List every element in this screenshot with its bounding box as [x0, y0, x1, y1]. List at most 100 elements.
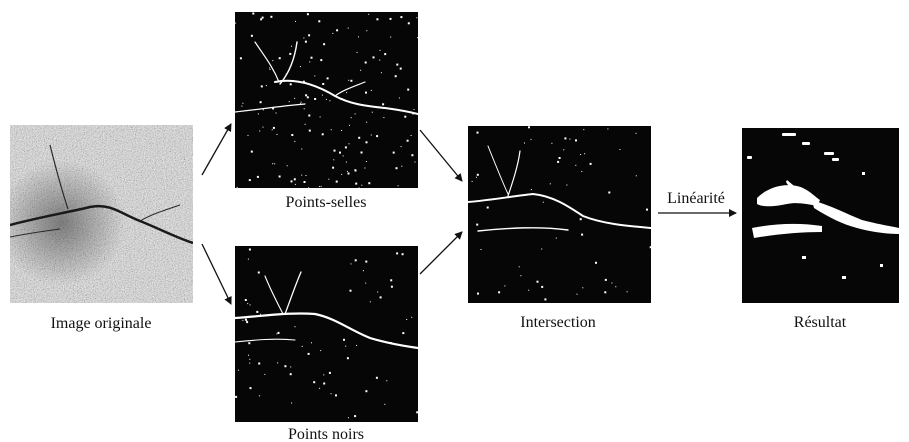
speckle — [305, 175, 307, 176]
speckle — [274, 163, 276, 165]
speckle — [541, 285, 544, 288]
speckle — [269, 69, 271, 70]
speckle — [244, 299, 247, 301]
speckle — [520, 275, 522, 277]
speckle — [346, 170, 348, 172]
speckle — [344, 146, 347, 149]
speckle — [320, 350, 322, 352]
speckle — [318, 186, 320, 187]
speckle — [528, 289, 530, 291]
speckle — [341, 130, 343, 131]
arrow-original-to-dark — [201, 243, 232, 305]
speckle — [294, 140, 296, 142]
speckle — [362, 270, 364, 272]
intersection-image — [468, 126, 651, 303]
speckle — [346, 357, 349, 360]
speckle — [348, 143, 350, 145]
speckle — [477, 292, 479, 295]
speckle — [379, 59, 381, 61]
speckle — [376, 135, 379, 138]
speckle — [272, 60, 274, 62]
speckle — [256, 175, 259, 178]
speckle — [365, 91, 367, 94]
speckle — [402, 332, 405, 335]
speckle — [260, 18, 263, 21]
arrow-dark-to-intersection — [419, 231, 463, 275]
speckle — [264, 373, 266, 375]
speckle — [343, 338, 345, 341]
speckle — [416, 411, 418, 414]
speckle — [376, 18, 379, 21]
speckle — [326, 77, 329, 80]
speckle — [291, 402, 293, 404]
speckle — [242, 319, 244, 321]
speckle — [555, 237, 557, 239]
speckle — [322, 83, 325, 85]
speckle — [397, 185, 399, 187]
speckle — [370, 89, 372, 91]
speckle — [333, 159, 335, 161]
speckle — [303, 108, 305, 110]
speckle — [236, 186, 238, 188]
speckle — [366, 30, 368, 32]
speckle — [581, 171, 583, 172]
speckle — [261, 16, 264, 19]
speckle — [314, 75, 316, 77]
speckle — [404, 115, 407, 118]
speckle — [313, 381, 316, 384]
speckle — [332, 166, 335, 169]
speckle — [289, 83, 292, 86]
speckle — [271, 129, 273, 131]
speckle — [392, 151, 395, 154]
speckle — [237, 369, 239, 371]
speckle — [400, 16, 403, 19]
result-graphic — [747, 133, 899, 279]
speckle — [278, 57, 281, 60]
speckle — [366, 121, 368, 123]
speckle — [272, 107, 275, 110]
speckle — [294, 97, 296, 99]
dark-speckles — [235, 248, 418, 419]
speckle — [323, 43, 326, 46]
speckle — [611, 282, 613, 284]
speckle — [321, 133, 324, 136]
speckle — [407, 22, 410, 25]
speckle — [247, 134, 249, 136]
speckle — [635, 132, 637, 134]
speckle — [325, 98, 327, 100]
dark-points-graphic — [235, 248, 418, 419]
speckle — [286, 165, 288, 167]
saddle-points-graphic — [235, 12, 418, 188]
speckle — [339, 151, 341, 154]
speckle — [375, 376, 378, 379]
speckle — [349, 289, 352, 292]
speckle — [252, 12, 255, 15]
intersection-speckles — [471, 126, 651, 301]
speckle — [277, 362, 279, 364]
speckle — [335, 180, 338, 183]
dark-points-image — [235, 246, 418, 422]
speckle — [235, 395, 238, 398]
arrow-original-to-saddle — [201, 123, 232, 176]
speckle — [407, 88, 410, 91]
speckle — [250, 34, 253, 37]
speckle — [356, 52, 358, 53]
speckle — [416, 17, 418, 19]
speckle — [333, 149, 336, 152]
speckle — [595, 261, 597, 264]
speckle — [406, 139, 409, 142]
speckle — [400, 146, 402, 148]
label-saddle: Points-selles — [285, 194, 367, 211]
speckle — [476, 173, 479, 176]
speckle — [626, 291, 628, 293]
speckle — [319, 116, 321, 118]
speckle — [248, 354, 249, 356]
speckle — [575, 164, 577, 166]
speckle — [262, 109, 264, 111]
speckle — [320, 59, 323, 62]
speckle — [308, 187, 310, 188]
speckle — [330, 393, 332, 395]
speckle — [569, 138, 571, 140]
speckle — [383, 117, 385, 119]
